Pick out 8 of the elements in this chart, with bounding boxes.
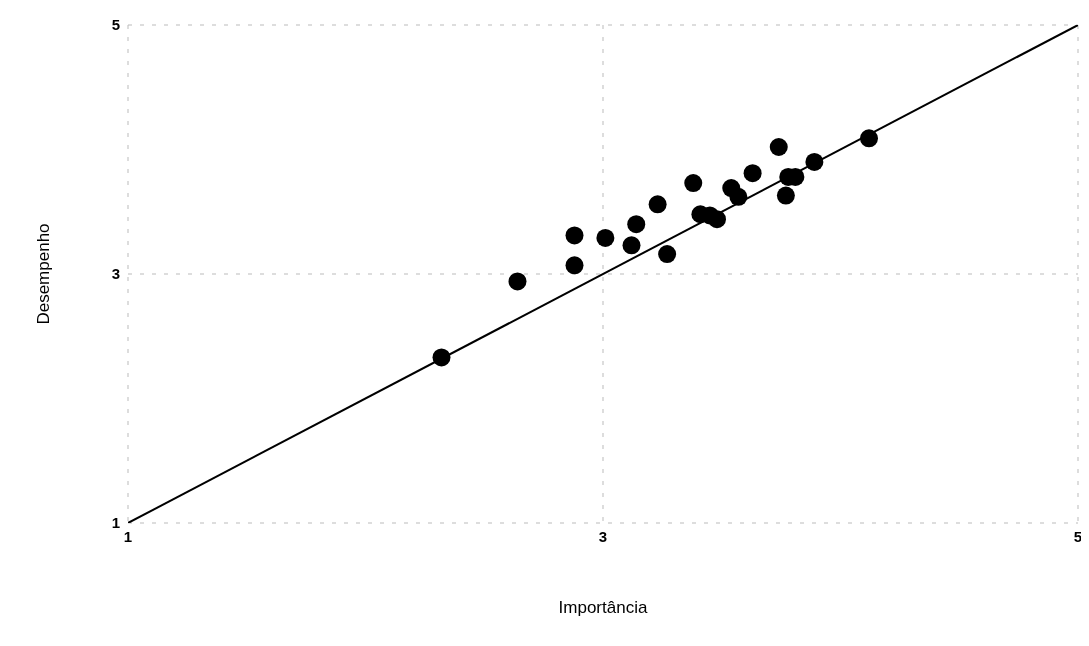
y-tick-label: 3 — [111, 265, 120, 283]
x-axis-title: Importância — [558, 598, 648, 617]
y-axis-title: Desempenho — [34, 223, 54, 325]
x-tick-label: 3 — [598, 527, 608, 545]
y-tick-label: 1 — [111, 514, 120, 532]
y-tick-label: 5 — [111, 16, 120, 34]
x-tick-label: 5 — [1073, 527, 1083, 545]
x-tick-label: 1 — [123, 527, 133, 545]
